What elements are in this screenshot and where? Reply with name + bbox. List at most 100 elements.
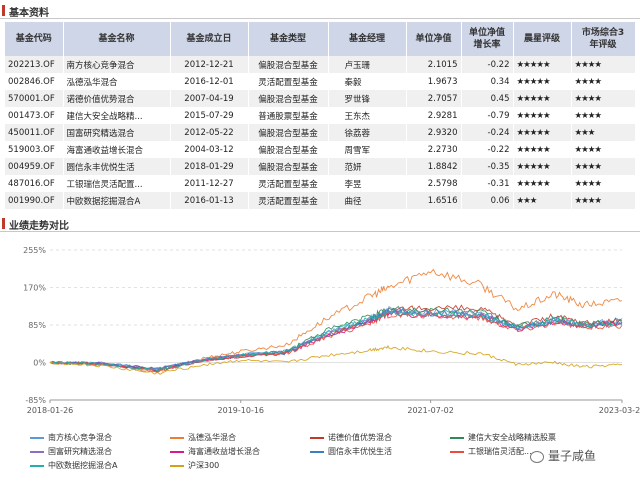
legend-label: 沪深300 <box>188 461 220 470</box>
cell-type: 偏股混合型基金 <box>248 90 329 107</box>
basic-info-title: 基本资料 <box>9 8 49 19</box>
legend-swatch <box>30 451 44 453</box>
series-line <box>49 308 623 372</box>
cell-ms-rating-stars: ★★★★★ <box>513 56 572 73</box>
legend-swatch <box>30 437 44 439</box>
table-row[interactable]: 001473.OF 建信大安全战略精... 2015-07-29 普通股票型基金 王东杰… <box>5 107 636 124</box>
legend-label: 建信大安全战略精选股票 <box>468 433 556 442</box>
cell-name: 海富通收益增长混合 <box>63 141 171 158</box>
cell-name: 诺德价值优势混合 <box>63 90 171 107</box>
series-line <box>49 305 623 372</box>
column-header-name[interactable]: 基金名称 <box>63 22 171 56</box>
y-tick-label: 0% <box>33 359 46 368</box>
cell-mkt-rating-stars: ★★★★ <box>571 192 636 209</box>
cell-code: 002846.OF <box>5 73 64 90</box>
cell-manager: 周雪军 <box>328 141 407 158</box>
legend-label: 海富通收益增长混合 <box>188 447 260 456</box>
legend-swatch <box>450 437 464 439</box>
legend-swatch <box>310 437 324 439</box>
column-header-manager[interactable]: 基金经理 <box>328 22 407 56</box>
x-tick-label: 2019-10-16 <box>218 406 265 415</box>
cell-date: 2011-12-27 <box>170 175 249 192</box>
table-row[interactable]: 202213.OF 南方核心竞争混合 2012-12-21 偏股混合型基金 卢玉珊 2.1… <box>5 56 636 73</box>
x-tick-label: 2023-03-24 <box>599 406 640 415</box>
fund-table: 基金代码 基金名称 基金成立日 基金类型 基金经理 单位净值 单位净值 增长率 晨星评级 市场综合… <box>5 22 636 209</box>
cell-code: 570001.OF <box>5 90 64 107</box>
table-row[interactable]: 450011.OF 国富研究精选混合 2012-05-22 偏股混合型基金 徐荔蓉 2.9… <box>5 124 636 141</box>
y-tick-label: -85% <box>25 396 46 405</box>
cell-name: 中欧数据挖掘混合A <box>63 192 171 209</box>
performance-title: 业绩走势对比 <box>9 221 69 232</box>
cell-manager: 卢玉珊 <box>328 56 407 73</box>
column-header-growth[interactable]: 单位净值 增长率 <box>461 22 514 56</box>
cell-date: 2012-05-22 <box>170 124 249 141</box>
legend-label: 泓德泓华混合 <box>188 433 236 442</box>
cell-ms-rating-stars: ★★★ <box>513 192 572 209</box>
cell-code: 001473.OF <box>5 107 64 124</box>
table-row[interactable]: 002846.OF 泓德泓华混合 2016-12-01 灵活配置型基金 秦毅 1.9673… <box>5 73 636 90</box>
cell-manager: 秦毅 <box>328 73 407 90</box>
cell-growth: -0.35 <box>461 158 514 175</box>
cell-type: 灵活配置型基金 <box>248 192 329 209</box>
cell-nav: 1.9673 <box>406 73 462 90</box>
cell-nav: 2.9320 <box>406 124 462 141</box>
cell-type: 灵活配置型基金 <box>248 73 329 90</box>
series-line <box>49 310 623 372</box>
cell-mkt-rating-stars: ★★★★ <box>571 73 636 90</box>
series-line <box>49 304 623 373</box>
cell-nav: 1.8842 <box>406 158 462 175</box>
cell-growth: -0.24 <box>461 124 514 141</box>
y-tick-label: 255% <box>23 246 46 255</box>
cell-date: 2012-12-21 <box>170 56 249 73</box>
series-line <box>49 305 623 371</box>
table-row[interactable]: 001990.OF 中欧数据挖掘混合A 2016-01-13 灵活配置型基金 曲径 1.6… <box>5 192 636 209</box>
cell-nav: 1.6516 <box>406 192 462 209</box>
cell-ms-rating-stars: ★★★★★ <box>513 141 572 158</box>
cell-ms-rating-stars: ★★★★★ <box>513 158 572 175</box>
cell-nav: 2.7057 <box>406 90 462 107</box>
series-line <box>49 309 623 371</box>
series-line <box>49 344 623 375</box>
legend-swatch <box>170 451 184 453</box>
table-row[interactable]: 004959.OF 圆信永丰优悦生活 2018-01-29 偏股混合型基金 范妍 1.88… <box>5 158 636 175</box>
cell-date: 2007-04-19 <box>170 90 249 107</box>
cell-nav: 2.9281 <box>406 107 462 124</box>
cell-nav: 2.1015 <box>406 56 462 73</box>
cell-name: 建信大安全战略精... <box>63 107 171 124</box>
column-header-code[interactable]: 基金代码 <box>5 22 64 56</box>
legend-swatch <box>450 451 464 453</box>
x-tick-label: 2018-01-26 <box>27 406 74 415</box>
column-header-nav[interactable]: 单位净值 <box>406 22 462 56</box>
cell-growth: -0.31 <box>461 175 514 192</box>
cell-name: 国富研究精选混合 <box>63 124 171 141</box>
column-header-mkt-rating[interactable]: 市场综合3 年评级 <box>571 22 636 56</box>
cell-mkt-rating-stars: ★★★★ <box>571 90 636 107</box>
cell-date: 2016-12-01 <box>170 73 249 90</box>
cell-date: 2018-01-29 <box>170 158 249 175</box>
cell-ms-rating-stars: ★★★★★ <box>513 175 572 192</box>
basic-info-header: 基本资料 <box>0 2 640 19</box>
cell-mkt-rating-stars: ★★★ <box>571 124 636 141</box>
cell-type: 偏股混合型基金 <box>248 56 329 73</box>
cell-growth: 0.06 <box>461 192 514 209</box>
table-row[interactable]: 487016.OF 工银瑞信灵活配置... 2011-12-27 灵活配置型基金 李昱 2… <box>5 175 636 192</box>
cell-name: 泓德泓华混合 <box>63 73 171 90</box>
cell-manager: 曲径 <box>328 192 407 209</box>
cell-name: 工银瑞信灵活配置... <box>63 175 171 192</box>
cell-date: 2004-03-12 <box>170 141 249 158</box>
cell-date: 2015-07-29 <box>170 107 249 124</box>
column-header-type[interactable]: 基金类型 <box>248 22 329 56</box>
cell-code: 004959.OF <box>5 158 64 175</box>
cell-type: 偏股混合型基金 <box>248 141 329 158</box>
cell-manager: 王东杰 <box>328 107 407 124</box>
column-header-ms-rating[interactable]: 晨星评级 <box>513 22 572 56</box>
cell-type: 偏股混合型基金 <box>248 158 329 175</box>
table-row[interactable]: 570001.OF 诺德价值优势混合 2007-04-19 偏股混合型基金 罗世锋 2.7… <box>5 90 636 107</box>
cell-code: 450011.OF <box>5 124 64 141</box>
column-header-date[interactable]: 基金成立日 <box>170 22 249 56</box>
cell-mkt-rating-stars: ★★★★ <box>571 107 636 124</box>
cell-code: 202213.OF <box>5 56 64 73</box>
y-tick-label: 85% <box>28 321 46 330</box>
table-row[interactable]: 519003.OF 海富通收益增长混合 2004-03-12 偏股混合型基金 周雪军 2.… <box>5 141 636 158</box>
wechat-icon <box>530 450 544 463</box>
